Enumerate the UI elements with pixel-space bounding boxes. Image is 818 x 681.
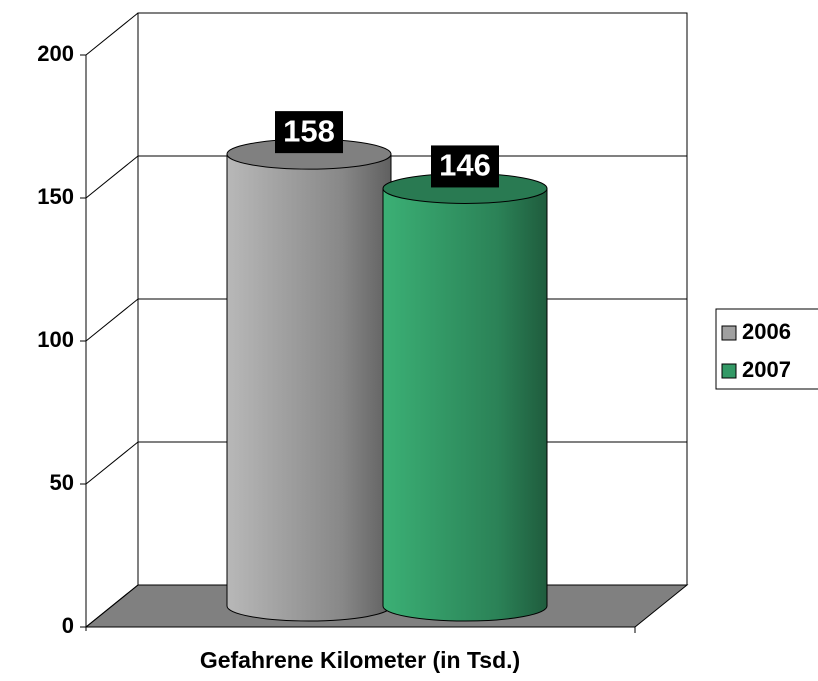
x-axis-label: Gefahrene Kilometer (in Tsd.) (200, 647, 520, 673)
side-grid-line (85, 298, 139, 342)
y-tick-label: 100 (37, 327, 74, 352)
legend-label: 2007 (742, 357, 791, 382)
side-grid-line (85, 584, 139, 628)
cylinder-body (226, 153, 392, 622)
side-grid-line (85, 12, 139, 56)
legend-label: 2006 (742, 319, 791, 344)
legend-swatch (721, 325, 737, 341)
side-grid-line (85, 155, 139, 199)
y-tick-label: 50 (50, 470, 74, 495)
value-label: 158 (283, 113, 335, 148)
y-tick-label: 0 (62, 613, 74, 638)
cylinder-body (382, 187, 548, 622)
value-label-bg (431, 145, 499, 188)
value-label: 146 (439, 148, 491, 183)
legend-swatch (721, 363, 737, 379)
side-grid-line (85, 441, 139, 485)
value-label-bg (275, 111, 343, 154)
y-tick-label: 150 (37, 184, 74, 209)
y-tick-label: 200 (37, 41, 74, 66)
